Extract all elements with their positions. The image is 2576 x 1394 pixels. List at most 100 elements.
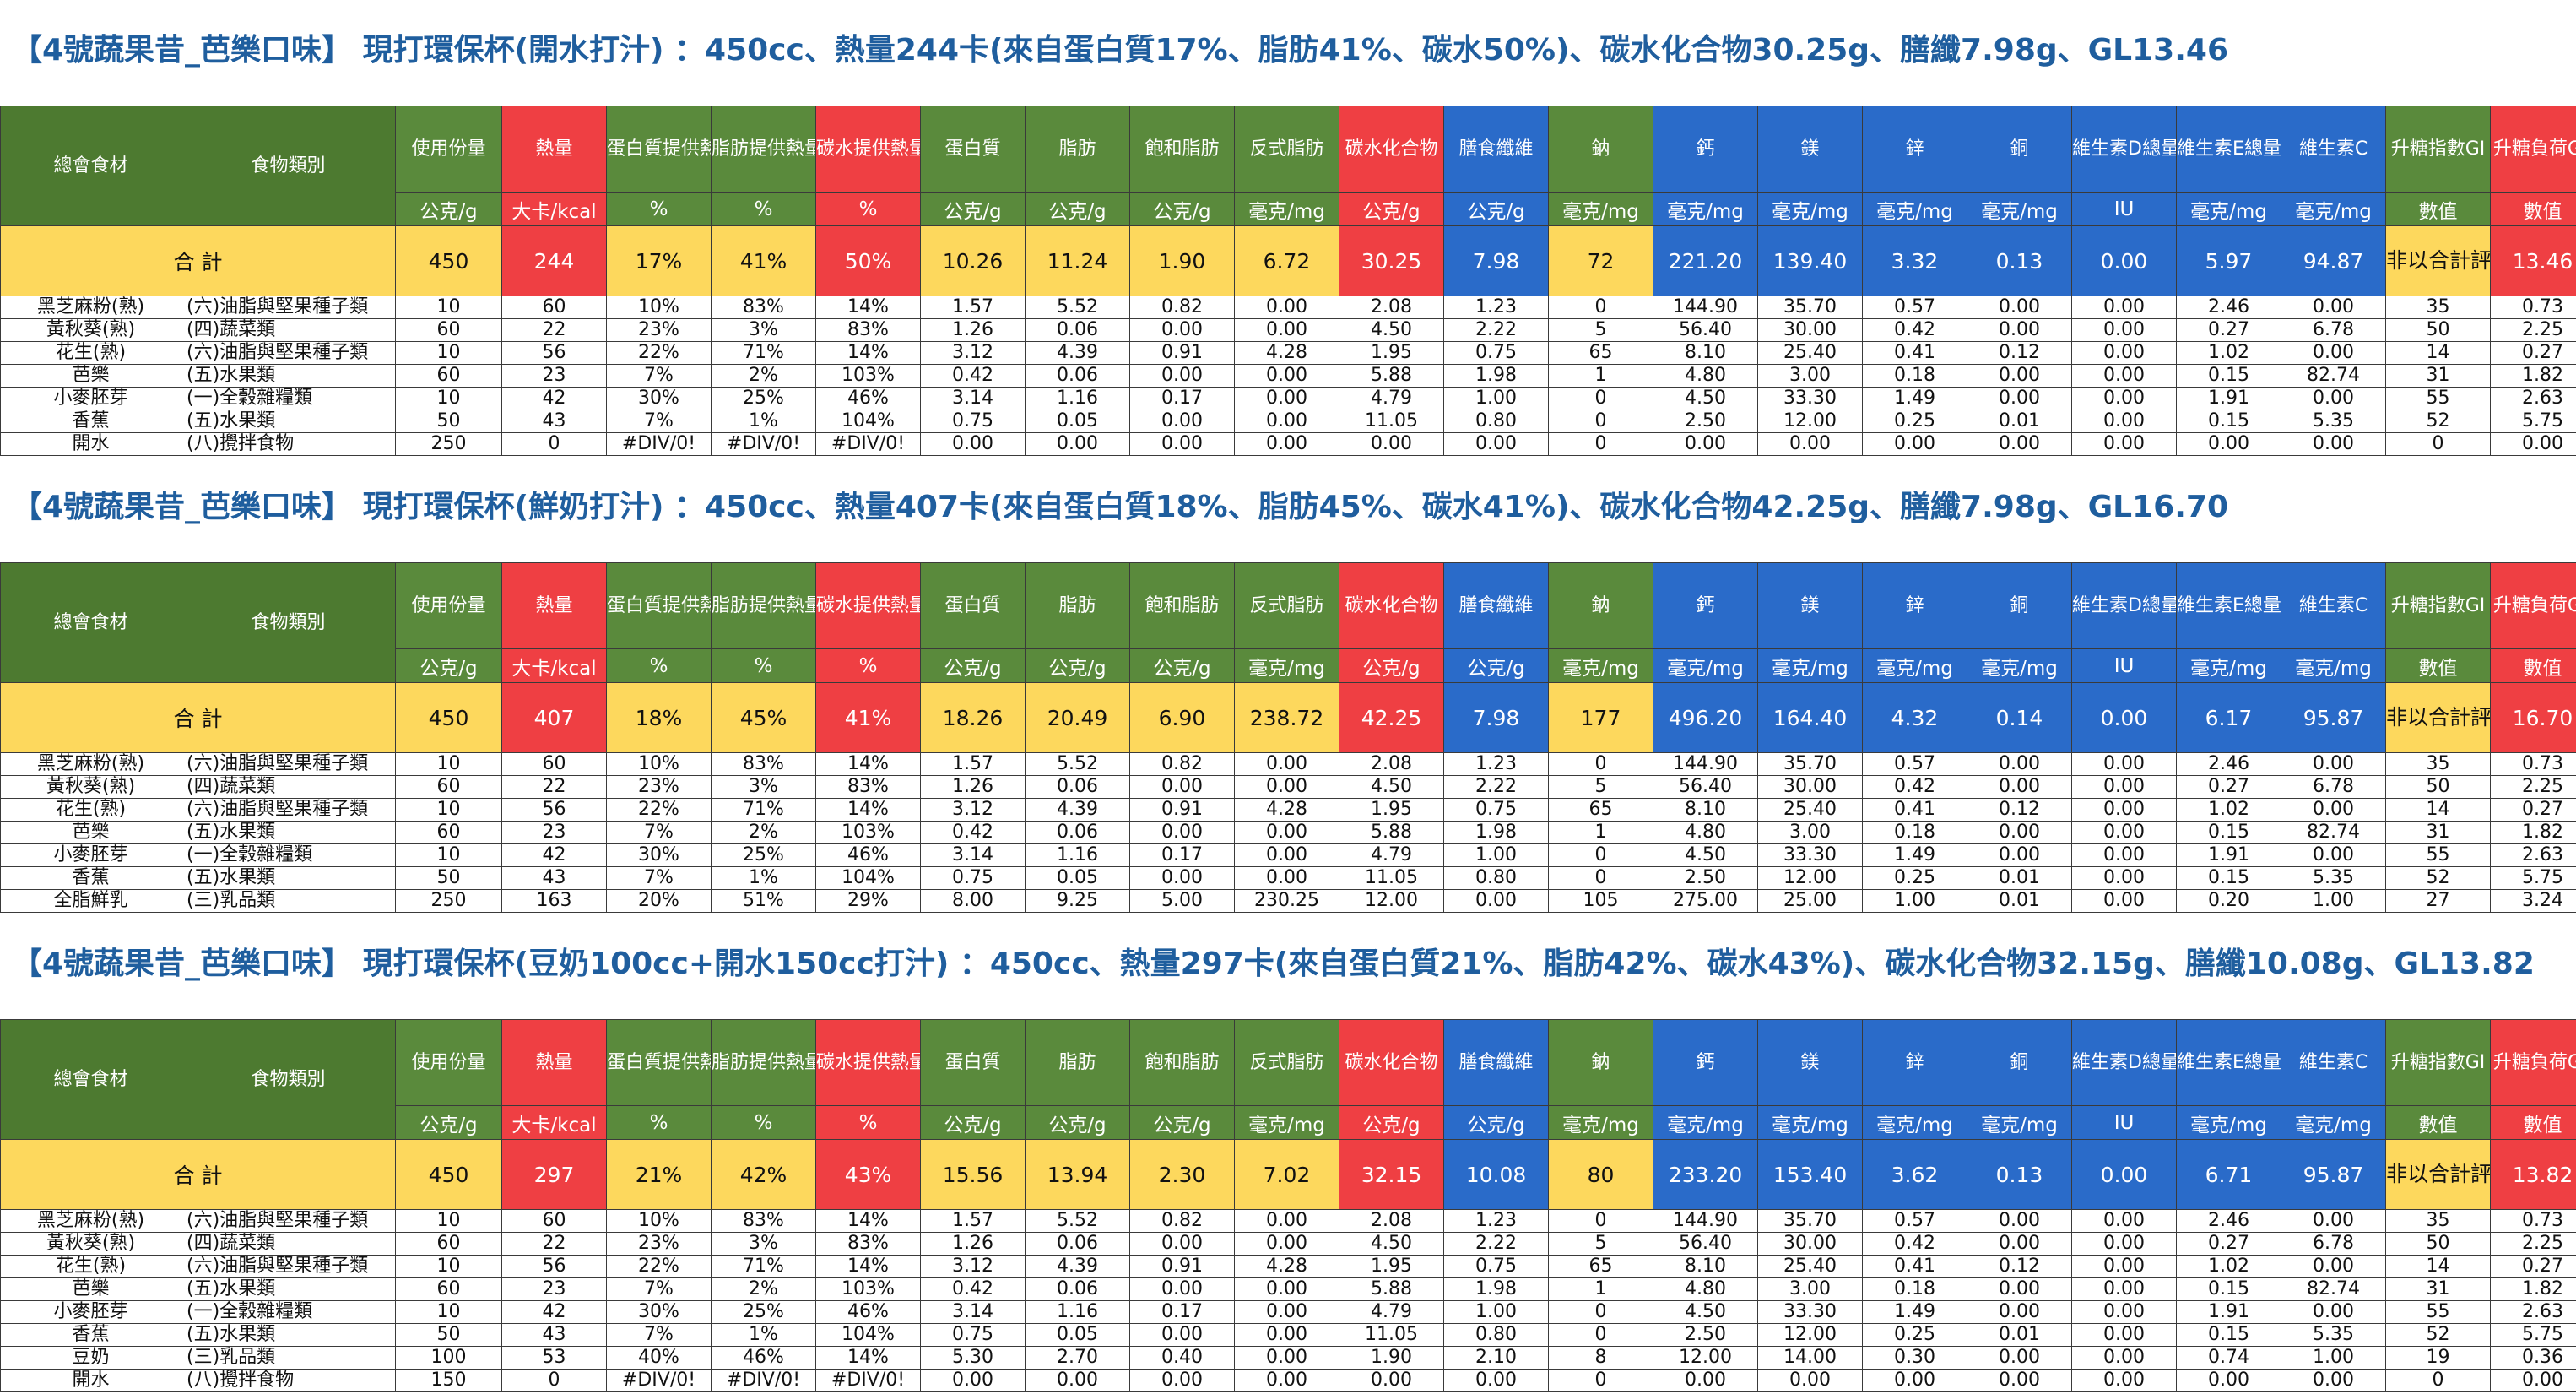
vitamin-d-cell[interactable]: 0.00 [2071, 889, 2177, 913]
fat-cell[interactable]: 0.05 [1025, 866, 1130, 890]
portion-cell[interactable]: 50 [395, 410, 502, 433]
glycemic-index-cell[interactable]: 31 [2385, 821, 2491, 844]
dietary-fiber-cell[interactable]: 0.75 [1443, 798, 1549, 822]
food-name-cell[interactable]: 芭樂 [0, 821, 181, 844]
glycemic-index-cell[interactable]: 35 [2385, 1209, 2491, 1233]
saturated-fat-cell[interactable]: 0.91 [1129, 798, 1235, 822]
vitamin-c-cell[interactable]: 82.74 [2281, 821, 2386, 844]
carb-kcal-pct-cell[interactable]: 14% [815, 296, 921, 319]
food-category-cell[interactable]: (三)乳品類 [181, 1346, 396, 1370]
trans-fat-cell[interactable]: 0.00 [1234, 866, 1339, 890]
fat-cell[interactable]: 0.05 [1025, 410, 1130, 433]
fat-cell[interactable]: 1.16 [1025, 843, 1130, 867]
unit-zinc[interactable]: 毫克/mg [1862, 1105, 1967, 1140]
unit-magnesium[interactable]: 毫克/mg [1757, 192, 1863, 226]
magnesium-cell[interactable]: 3.00 [1757, 1277, 1863, 1301]
food-category-cell[interactable]: (五)水果類 [181, 1323, 396, 1347]
glycemic-load-cell[interactable]: 5.75 [2490, 1323, 2576, 1347]
fat-cell[interactable]: 0.05 [1025, 1323, 1130, 1347]
vitamin-e-cell[interactable]: 1.91 [2176, 387, 2281, 410]
protein-kcal-pct-cell[interactable]: 7% [606, 866, 712, 890]
sodium-cell[interactable]: 65 [1548, 798, 1653, 822]
unit-carb-kcal-pct[interactable]: % [815, 648, 921, 683]
carb-kcal-pct-cell[interactable]: #DIV/0! [815, 432, 921, 456]
column-header-vitamin-e[interactable]: 維生素E總量 [2176, 562, 2281, 649]
trans-fat-cell[interactable]: 0.00 [1234, 410, 1339, 433]
carb-kcal-pct-cell[interactable]: 103% [815, 821, 921, 844]
vitamin-e-cell[interactable]: 0.27 [2176, 1232, 2281, 1256]
carb-kcal-pct-cell[interactable]: 46% [815, 843, 921, 867]
protein-cell[interactable]: 0.42 [920, 364, 1026, 388]
protein-kcal-pct-cell[interactable]: #DIV/0! [606, 432, 712, 456]
column-header-vitamin-c[interactable]: 維生素C [2281, 562, 2386, 649]
copper-cell[interactable]: 0.00 [1967, 1232, 2072, 1256]
protein-cell[interactable]: 3.12 [920, 341, 1026, 365]
sodium-cell[interactable]: 0 [1548, 387, 1653, 410]
calories-cell[interactable]: 60 [501, 296, 607, 319]
column-header-carbohydrate[interactable]: 碳水化合物 [1339, 1019, 1444, 1106]
carb-kcal-pct-cell[interactable]: 14% [815, 1346, 921, 1370]
saturated-fat-cell[interactable]: 0.82 [1129, 296, 1235, 319]
column-header-fat[interactable]: 脂肪 [1025, 562, 1130, 649]
unit-sodium[interactable]: 毫克/mg [1548, 1105, 1653, 1140]
carbohydrate-cell[interactable]: 4.50 [1339, 318, 1444, 342]
column-header-calcium[interactable]: 鈣 [1653, 562, 1758, 649]
protein-cell[interactable]: 3.12 [920, 798, 1026, 822]
food-name-cell[interactable]: 黑芝麻粉(熟) [0, 296, 181, 319]
vitamin-c-cell[interactable]: 0.00 [2281, 1300, 2386, 1324]
fat-kcal-pct-cell[interactable]: 25% [711, 387, 816, 410]
dietary-fiber-cell[interactable]: 2.22 [1443, 775, 1549, 799]
total-label[interactable]: 合 計 [0, 682, 396, 753]
column-header-saturated-fat[interactable]: 飽和脂肪 [1129, 1019, 1235, 1106]
trans-fat-cell[interactable]: 230.25 [1234, 889, 1339, 913]
sodium-cell[interactable]: 105 [1548, 889, 1653, 913]
column-header-vitamin-c[interactable]: 維生素C [2281, 1019, 2386, 1106]
food-name-cell[interactable]: 開水 [0, 1369, 181, 1392]
fat-cell[interactable]: 0.00 [1025, 1369, 1130, 1392]
magnesium-cell[interactable]: 25.40 [1757, 798, 1863, 822]
portion-cell[interactable]: 10 [395, 752, 502, 776]
zinc-cell[interactable]: 0.57 [1862, 296, 1967, 319]
glycemic-load-cell[interactable]: 0.27 [2490, 1255, 2576, 1278]
protein-cell[interactable]: 0.75 [920, 866, 1026, 890]
food-category-cell[interactable]: (五)水果類 [181, 364, 396, 388]
unit-calories[interactable]: 大卡/kcal [501, 648, 607, 683]
vitamin-d-cell[interactable]: 0.00 [2071, 1255, 2177, 1278]
unit-portion[interactable]: 公克/g [395, 1105, 502, 1140]
protein-kcal-pct-cell[interactable]: 23% [606, 318, 712, 342]
magnesium-cell[interactable]: 30.00 [1757, 318, 1863, 342]
fat-kcal-pct-cell[interactable]: 3% [711, 775, 816, 799]
protein-cell[interactable]: 1.26 [920, 318, 1026, 342]
carbohydrate-cell[interactable]: 0.00 [1339, 1369, 1444, 1392]
dietary-fiber-cell[interactable]: 0.00 [1443, 432, 1549, 456]
zinc-cell[interactable]: 0.41 [1862, 798, 1967, 822]
zinc-cell[interactable]: 0.42 [1862, 318, 1967, 342]
carbohydrate-cell[interactable]: 5.88 [1339, 821, 1444, 844]
calcium-cell[interactable]: 4.80 [1653, 1277, 1758, 1301]
zinc-cell[interactable]: 0.25 [1862, 866, 1967, 890]
vitamin-c-cell[interactable]: 0.00 [2281, 432, 2386, 456]
vitamin-c-cell[interactable]: 82.74 [2281, 1277, 2386, 1301]
total-magnesium[interactable]: 164.40 [1757, 682, 1863, 753]
protein-cell[interactable]: 1.26 [920, 775, 1026, 799]
dietary-fiber-cell[interactable]: 1.98 [1443, 364, 1549, 388]
glycemic-load-cell[interactable]: 0.27 [2490, 341, 2576, 365]
food-name-cell[interactable]: 花生(熟) [0, 1255, 181, 1278]
dietary-fiber-cell[interactable]: 2.10 [1443, 1346, 1549, 1370]
calories-cell[interactable]: 42 [501, 1300, 607, 1324]
portion-cell[interactable]: 60 [395, 318, 502, 342]
trans-fat-cell[interactable]: 0.00 [1234, 1232, 1339, 1256]
column-header-zinc[interactable]: 鋅 [1862, 106, 1967, 193]
unit-glycemic-index[interactable]: 數值 [2385, 648, 2491, 683]
calcium-cell[interactable]: 4.50 [1653, 1300, 1758, 1324]
glycemic-load-cell[interactable]: 5.75 [2490, 866, 2576, 890]
fat-cell[interactable]: 0.06 [1025, 1232, 1130, 1256]
carbohydrate-cell[interactable]: 1.95 [1339, 798, 1444, 822]
portion-cell[interactable]: 60 [395, 1277, 502, 1301]
trans-fat-cell[interactable]: 0.00 [1234, 318, 1339, 342]
calcium-cell[interactable]: 0.00 [1653, 1369, 1758, 1392]
total-gi-note[interactable]: 非以合計評量 [2385, 682, 2491, 753]
unit-copper[interactable]: 毫克/mg [1967, 192, 2072, 226]
carbohydrate-cell[interactable]: 0.00 [1339, 432, 1444, 456]
unit-dietary-fiber[interactable]: 公克/g [1443, 648, 1549, 683]
